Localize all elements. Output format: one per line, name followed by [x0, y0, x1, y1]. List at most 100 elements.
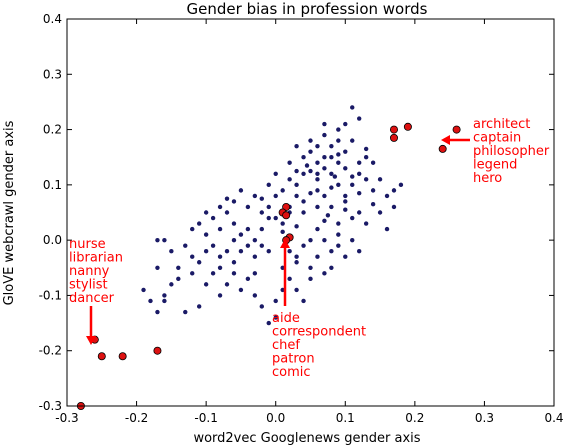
data-point: [155, 237, 160, 243]
x-tick-label: -0.1: [194, 411, 217, 425]
x-tick-label: 0.4: [544, 411, 563, 425]
data-point: [294, 193, 299, 199]
arrow-up-icon: [280, 239, 290, 306]
data-point: [343, 149, 348, 154]
data-point: [252, 237, 258, 243]
data-point: [169, 282, 174, 287]
highlighted-point: [389, 125, 398, 134]
data-point: [245, 276, 251, 282]
data-point: [308, 138, 313, 143]
data-point: [196, 260, 202, 265]
data-point: [252, 193, 258, 199]
data-point: [210, 243, 216, 248]
data-point: [304, 163, 310, 168]
data-point: [231, 260, 237, 265]
data-point: [343, 207, 348, 212]
y-tick-label: -0.2: [39, 344, 62, 358]
axis-ticks: -0.3 -0.2 -0.1 0.0 0.1 0.2 0.3 0.4 -0.3 -0.2 -0.1 0…: [39, 12, 564, 425]
highlighted-point: [282, 211, 291, 220]
data-point: [266, 182, 271, 188]
data-point: [141, 287, 146, 293]
data-point: [329, 185, 334, 190]
data-point: [325, 213, 331, 218]
data-point: [190, 271, 195, 276]
annotation-word: chef: [272, 338, 300, 353]
data-point: [384, 226, 390, 232]
data-point: [357, 116, 362, 121]
annotation-word: correspondent: [272, 325, 366, 340]
data-point: [350, 237, 355, 243]
data-point: [266, 204, 271, 210]
highlighted-point: [97, 352, 106, 361]
data-point: [190, 254, 195, 259]
chart-title: Gender bias in profession words: [187, 0, 428, 18]
data-point: [162, 293, 167, 298]
data-point: [169, 249, 174, 254]
annotation-word: nurse: [69, 237, 106, 252]
annotation-word: architect: [473, 117, 530, 132]
data-point: [273, 171, 278, 176]
data-point: [315, 204, 320, 210]
data-point: [245, 204, 251, 210]
data-point: [357, 190, 362, 196]
data-point: [287, 249, 292, 254]
data-point: [315, 143, 320, 149]
data-point: [322, 237, 327, 243]
data-point: [329, 249, 334, 254]
data-point: [350, 174, 355, 179]
data-point: [308, 276, 313, 282]
data-point: [183, 243, 188, 248]
data-point: [343, 193, 348, 199]
data-point: [238, 249, 244, 254]
data-point: [301, 199, 306, 204]
data-point: [176, 276, 181, 282]
y-tick-label: -0.1: [39, 288, 62, 302]
data-point: [280, 229, 285, 235]
data-point: [217, 265, 223, 270]
data-point: [196, 304, 202, 309]
data-point: [301, 155, 306, 160]
annotation-word: philosopher: [473, 144, 550, 159]
data-point: [357, 249, 362, 254]
data-point: [370, 188, 376, 193]
data-point: [183, 309, 188, 315]
data-point: [259, 210, 264, 215]
data-point: [245, 243, 251, 248]
data-point: [217, 204, 223, 210]
data-point: [266, 249, 271, 254]
data-point: [336, 152, 341, 157]
data-point: [336, 232, 341, 237]
data-point: [238, 287, 244, 293]
data-point: [231, 271, 237, 276]
data-point: [377, 177, 383, 182]
data-point: [155, 309, 160, 315]
data-point: [343, 166, 348, 171]
data-point: [350, 182, 355, 188]
data-point: [266, 320, 271, 326]
data-point: [162, 237, 167, 243]
annotation-word: librarian: [69, 251, 123, 266]
data-point: [336, 138, 341, 143]
data-point: [190, 226, 195, 232]
data-point: [301, 210, 306, 215]
data-point: [252, 293, 258, 298]
data-point: [287, 276, 292, 282]
data-point: [301, 298, 306, 304]
data-point: [176, 265, 181, 270]
annotation-word: aide: [272, 311, 300, 326]
data-point: [308, 149, 313, 154]
data-point: [384, 193, 390, 199]
data-point: [391, 188, 397, 193]
data-point: [336, 127, 341, 132]
data-point: [350, 138, 355, 143]
data-point: [273, 193, 278, 199]
data-point: [350, 105, 355, 110]
data-point: [315, 254, 320, 259]
data-point: [329, 204, 334, 210]
data-point: [280, 188, 285, 193]
data-point: [322, 121, 327, 127]
data-point: [224, 282, 230, 287]
x-axis-label: word2vec Googlenews gender axis: [193, 431, 420, 446]
data-point: [245, 226, 251, 232]
arrow-left-icon: [441, 135, 470, 145]
